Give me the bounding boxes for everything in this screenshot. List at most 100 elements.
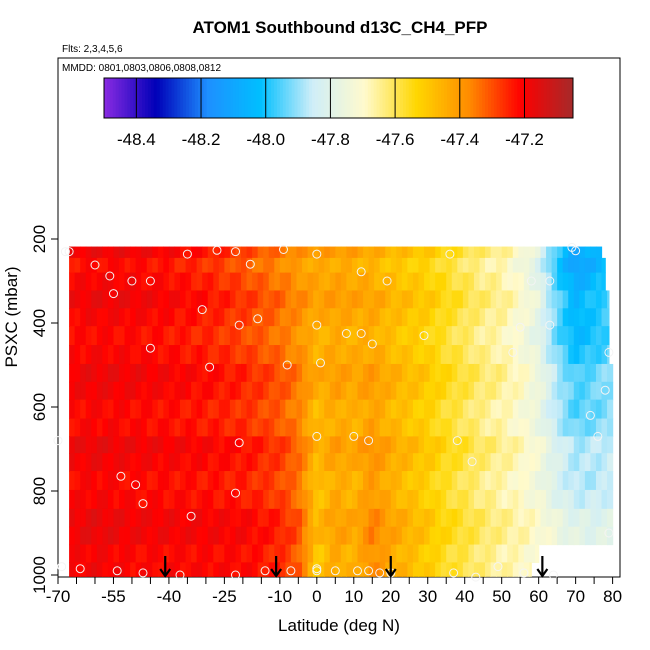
heatmap-cell <box>473 562 481 577</box>
heatmap-cell <box>590 436 597 454</box>
heatmap-cell <box>407 272 414 292</box>
heatmap-cell <box>418 526 425 546</box>
y-tick-label: 600 <box>30 393 49 421</box>
heatmap-cell <box>490 272 497 292</box>
heatmap-cell <box>451 562 458 577</box>
heatmap-cell <box>363 363 370 383</box>
heatmap-cell <box>246 436 253 454</box>
heatmap-cell <box>407 308 414 327</box>
heatmap-cell <box>113 508 120 528</box>
heatmap-cell <box>363 436 370 454</box>
heatmap-cell <box>263 308 270 327</box>
heatmap-cell <box>590 453 597 472</box>
flight-arrow <box>270 556 283 578</box>
heatmap-cell <box>501 471 508 491</box>
colorbar-segment <box>564 78 568 118</box>
sample-point <box>260 566 270 576</box>
heatmap-cell <box>573 381 580 401</box>
colorbar-segment <box>400 78 404 118</box>
heatmap-cell <box>96 257 103 274</box>
heatmap-cell <box>440 257 447 274</box>
heatmap-cell <box>241 526 248 546</box>
heatmap-cell <box>584 308 592 327</box>
heatmap-cell <box>329 290 336 309</box>
heatmap-cell <box>279 526 286 546</box>
heatmap-cell <box>573 326 580 346</box>
heatmap-cell <box>252 562 259 577</box>
heatmap-cell <box>485 526 492 546</box>
heatmap-cell <box>218 562 225 577</box>
heatmap-cell <box>518 272 525 292</box>
heatmap-cell <box>107 418 115 437</box>
heatmap-cell <box>329 363 336 383</box>
heatmap-cell <box>462 508 470 528</box>
heatmap-cell <box>363 544 370 563</box>
heatmap-cell <box>424 381 431 401</box>
heatmap-cell <box>590 246 597 259</box>
heatmap-cell <box>607 526 614 546</box>
heatmap-cell <box>462 562 470 577</box>
heatmap-cell <box>518 363 525 383</box>
heatmap-cell <box>141 290 148 309</box>
heatmap-cell <box>69 257 76 274</box>
heatmap-cell <box>157 418 164 437</box>
heatmap-cell <box>213 257 220 274</box>
heatmap-cell <box>174 436 181 454</box>
heatmap-cell <box>412 508 420 528</box>
heatmap-cell <box>390 418 397 437</box>
sample-point <box>571 246 581 256</box>
heatmap-cell <box>124 257 131 274</box>
sample-point <box>493 562 503 572</box>
heatmap-cell <box>296 544 303 563</box>
heatmap-cell <box>324 436 331 454</box>
heatmap-cell <box>579 508 586 528</box>
heatmap-cell <box>490 381 497 401</box>
heatmap-cell <box>163 399 170 420</box>
heatmap-cell <box>490 308 497 327</box>
heatmap-cell <box>296 471 303 491</box>
heatmap-cell <box>357 290 364 309</box>
heatmap-cell <box>518 471 525 491</box>
heatmap-cell <box>507 257 514 274</box>
heatmap-cell <box>290 418 298 437</box>
heatmap-cell <box>307 526 314 546</box>
colorbar-segment <box>253 78 257 118</box>
heatmap-cell <box>523 471 531 491</box>
heatmap-cell <box>335 471 342 491</box>
heatmap-cell <box>529 471 536 491</box>
heatmap-cell <box>346 399 353 420</box>
heatmap-cell <box>335 363 342 383</box>
heatmap-cell <box>124 290 131 309</box>
y-tick-label: 400 <box>30 309 49 337</box>
heatmap-cell <box>584 436 592 454</box>
heatmap-cell <box>290 345 298 365</box>
heatmap-cell <box>152 471 159 491</box>
heatmap-cell <box>396 272 403 292</box>
heatmap-cell <box>257 526 264 546</box>
heatmap-cell <box>518 508 525 528</box>
heatmap-cell <box>180 272 187 292</box>
heatmap-cell <box>146 418 153 437</box>
heatmap-cell <box>85 326 92 346</box>
heatmap-cell <box>146 257 153 274</box>
heatmap-cell <box>607 363 614 383</box>
heatmap-cell <box>313 257 320 274</box>
heatmap-cell <box>534 418 542 437</box>
colorbar-segment <box>505 78 510 118</box>
heatmap-cell <box>168 418 176 437</box>
heatmap-cell <box>468 526 475 546</box>
heatmap-cell <box>507 381 514 401</box>
heatmap-cell <box>218 363 225 383</box>
heatmap-cell <box>451 453 458 472</box>
heatmap-cell <box>96 345 103 365</box>
colorbar-segment <box>435 78 439 118</box>
heatmap-cell <box>451 471 458 491</box>
heatmap-cell <box>107 381 115 401</box>
heatmap-cell <box>496 544 503 563</box>
heatmap-cell <box>379 326 386 346</box>
heatmap-cell <box>130 508 137 528</box>
colorbar-segment <box>552 78 556 118</box>
heatmap-cell <box>168 489 176 510</box>
sample-point <box>127 276 137 286</box>
heatmap-cell <box>485 453 492 472</box>
